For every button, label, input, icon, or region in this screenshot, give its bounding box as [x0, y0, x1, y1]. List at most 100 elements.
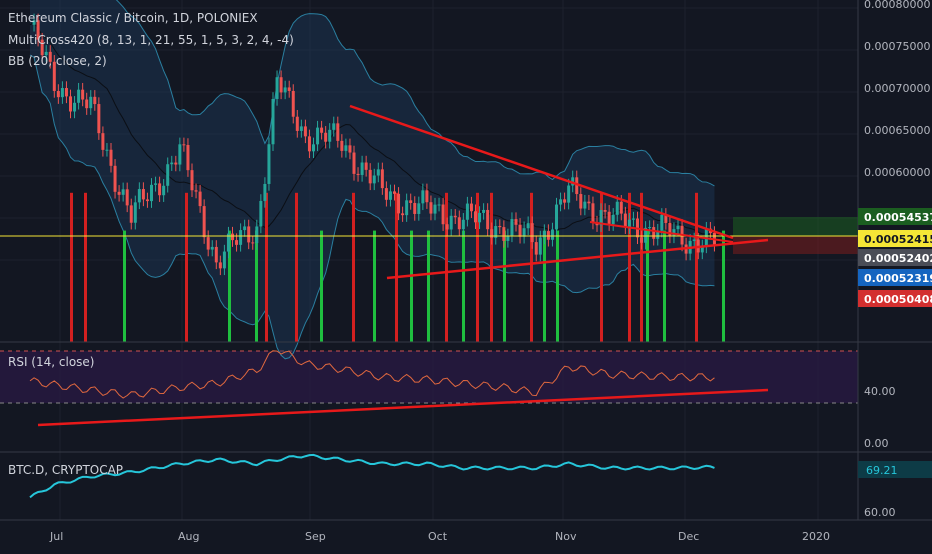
- signal-bar-green: [543, 230, 546, 342]
- candle-body: [307, 136, 311, 152]
- candle-body: [538, 237, 542, 255]
- candle-body: [137, 189, 141, 203]
- candle-body: [295, 116, 299, 131]
- candle-body: [332, 123, 336, 130]
- candle-body: [251, 242, 255, 244]
- candle-body: [97, 104, 101, 134]
- candle-body: [36, 20, 40, 40]
- candle-body: [125, 189, 129, 206]
- price-label-upper: 0.00054537: [864, 211, 932, 224]
- bollinger-upper: [115, 0, 715, 187]
- candle-body: [356, 173, 360, 175]
- candle-body: [469, 203, 473, 212]
- btcd-axis[interactable]: 69.21 60.00: [858, 461, 932, 519]
- candle-body: [498, 226, 502, 228]
- candle-body: [445, 224, 449, 230]
- candle-body: [101, 133, 105, 150]
- signal-bar-green: [123, 230, 126, 342]
- price-axis[interactable]: 0.00080000 0.00075000 0.00070000 0.00065…: [864, 0, 930, 179]
- signal-bar-red: [265, 192, 268, 342]
- candle-body: [429, 202, 433, 214]
- x-tick-label: Aug: [178, 530, 199, 543]
- candle-body: [449, 215, 453, 230]
- rsi-band-fill: [0, 351, 858, 403]
- candle-body: [534, 242, 538, 255]
- candle-body: [299, 126, 303, 131]
- candle-body: [218, 262, 222, 269]
- candle-body: [555, 204, 558, 230]
- rsi-line-group: [29, 350, 769, 427]
- candle-body: [437, 204, 441, 206]
- candle-body: [178, 144, 182, 165]
- candle-body: [583, 201, 587, 209]
- time-axis[interactable]: Jul Aug Sep Oct Nov Dec 2020: [49, 530, 830, 543]
- candle-body: [615, 201, 619, 215]
- price-label-box: [858, 230, 932, 247]
- candle-body: [247, 226, 251, 243]
- signal-bar-green: [228, 230, 231, 342]
- candle-body: [425, 190, 429, 203]
- candle-body: [611, 214, 615, 225]
- btcd-line: [29, 453, 715, 499]
- signal-bar-green: [373, 230, 376, 342]
- price-label-box: [858, 290, 932, 307]
- candle-body: [303, 126, 307, 137]
- candle-body: [648, 227, 652, 229]
- signal-bar-green: [427, 230, 430, 342]
- rsi-axis[interactable]: 40.00 0.00: [864, 385, 896, 450]
- candle-body: [393, 191, 396, 194]
- candle-body: [56, 90, 60, 98]
- candle-body: [312, 144, 315, 152]
- candle-body: [162, 185, 166, 196]
- x-tick-label: Oct: [428, 530, 448, 543]
- signal-bar-red: [695, 192, 698, 342]
- signal-bar-green: [646, 230, 649, 342]
- rsi-tick-label: 0.00: [864, 437, 889, 450]
- candle-body: [129, 205, 133, 223]
- rsi-trendline: [37, 388, 769, 427]
- candle-body: [255, 226, 259, 244]
- candle-body: [69, 96, 72, 112]
- signal-bar-red: [445, 192, 448, 342]
- candle-body: [336, 123, 340, 141]
- price-zones: [0, 217, 858, 254]
- candle-body: [340, 140, 344, 151]
- candle-body: [64, 88, 68, 97]
- candle-body: [421, 190, 425, 204]
- candle-body: [433, 204, 437, 214]
- signal-bar-green: [255, 230, 258, 342]
- price-label-basis: 0.00052319: [864, 272, 932, 285]
- btcd-line-group: [29, 453, 715, 499]
- candle-body: [89, 96, 93, 109]
- btcd-value-box: [858, 461, 932, 478]
- candle-body: [567, 185, 571, 203]
- candle-body: [40, 39, 44, 56]
- x-tick-label: Sep: [305, 530, 326, 543]
- candle-body: [150, 184, 153, 202]
- candle-body: [506, 235, 510, 241]
- x-tick-label: 2020: [802, 530, 830, 543]
- candle-body: [48, 51, 52, 62]
- signal-bars: [70, 192, 725, 342]
- candle-body: [360, 162, 364, 175]
- candle-body: [401, 213, 405, 216]
- y-tick-label: 0.00060000: [864, 166, 930, 179]
- candle-body: [348, 145, 352, 153]
- candle-body: [182, 144, 186, 146]
- signal-bar-red: [530, 192, 533, 342]
- candle-body: [44, 51, 48, 56]
- candle-body: [287, 87, 291, 91]
- candle-body: [494, 226, 498, 238]
- candle-body: [81, 89, 85, 100]
- candle-body: [141, 189, 145, 200]
- candle-body: [502, 227, 506, 241]
- signal-bar-red: [628, 192, 631, 342]
- signal-bar-green: [410, 230, 413, 342]
- candle-body: [486, 209, 490, 230]
- y-tick-label: 0.00080000: [864, 0, 930, 11]
- candle-body: [559, 199, 563, 205]
- candle-body: [166, 164, 170, 186]
- signal-bar-red: [185, 192, 188, 342]
- candle-body: [174, 162, 178, 165]
